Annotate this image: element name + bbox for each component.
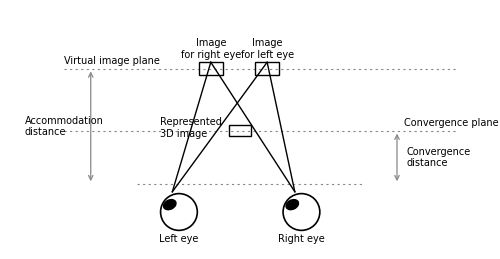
Text: Left eye: Left eye bbox=[160, 234, 198, 244]
Ellipse shape bbox=[286, 200, 298, 210]
Bar bbox=[230, 125, 251, 136]
Text: Represented
3D image: Represented 3D image bbox=[160, 117, 222, 139]
Bar bbox=[255, 62, 280, 75]
Text: Convergence
distance: Convergence distance bbox=[407, 147, 471, 168]
Ellipse shape bbox=[164, 200, 176, 210]
Text: Right eye: Right eye bbox=[278, 234, 325, 244]
Text: Virtual image plane: Virtual image plane bbox=[64, 56, 160, 66]
Text: Accommodation
distance: Accommodation distance bbox=[24, 116, 103, 137]
Bar bbox=[198, 62, 223, 75]
Text: Image
for right eye: Image for right eye bbox=[180, 38, 241, 60]
Text: Image
for left eye: Image for left eye bbox=[240, 38, 294, 60]
Text: Convergence plane: Convergence plane bbox=[404, 118, 499, 128]
